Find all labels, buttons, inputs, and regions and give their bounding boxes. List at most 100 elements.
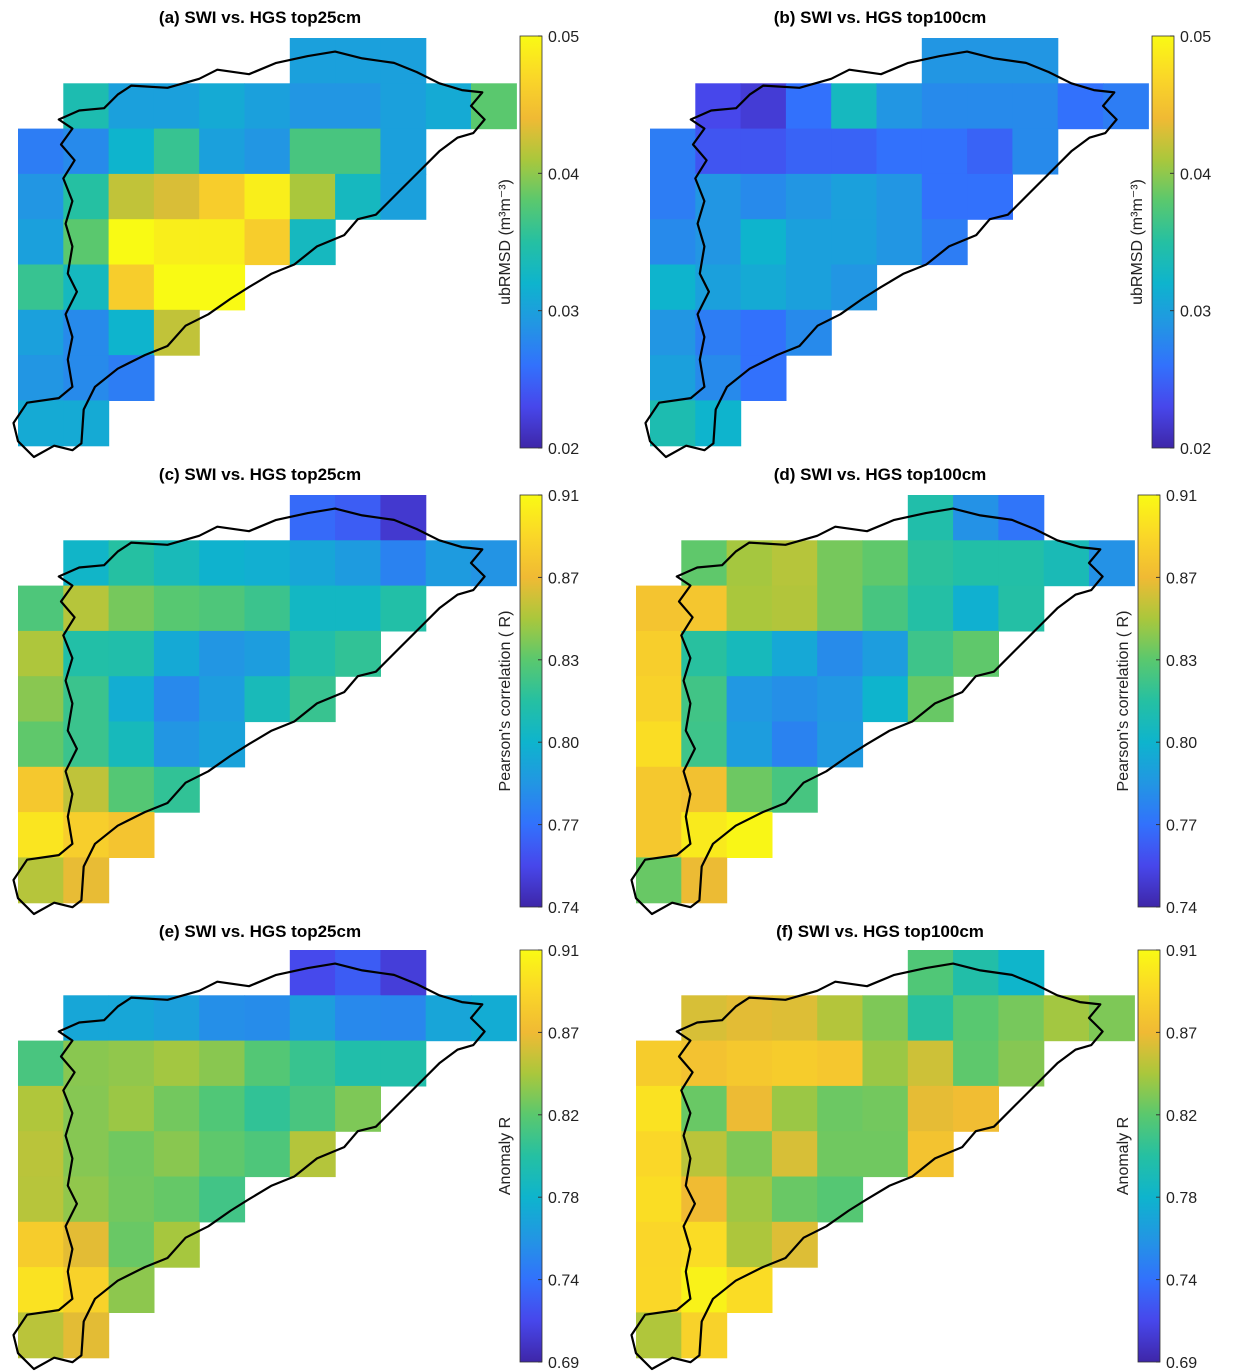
heatmap-cell (876, 219, 923, 266)
heatmap-cell (740, 173, 787, 220)
heatmap-cell (18, 400, 64, 447)
heatmap-cell (199, 585, 246, 632)
heatmap-cell (63, 995, 110, 1042)
heatmap-cell (244, 219, 291, 266)
basin-outline (12, 962, 486, 1371)
colorbar-tick-label: 0.04 (1180, 166, 1211, 183)
heatmap-cell (726, 676, 773, 723)
heatmap-cell (650, 264, 696, 311)
colorbar-tick-label: 0.87 (1166, 1025, 1197, 1042)
colorbar-label: ubRMSD (m³m⁻³) (1129, 179, 1146, 305)
panel-c: (c) SWI vs. HGS top25cm0.910.870.830.800… (12, 465, 579, 917)
heatmap-cell (153, 173, 200, 220)
heatmap-cell (862, 1040, 909, 1087)
colorbar: 0.91 0.87 0.83 0.80 0.77 0.74 Pearson's correl… (1115, 488, 1197, 917)
heatmap-cell (740, 264, 787, 311)
heatmap-cell (831, 83, 878, 130)
heatmap-cell (108, 1176, 155, 1223)
basin-outline (630, 507, 1104, 916)
heatmap-cell (289, 540, 336, 587)
heatmap-cell (199, 995, 246, 1042)
colorbar: 0.05 0.04 0.03 0.02 ubRMSD (m³m⁻³) (497, 29, 579, 458)
colorbar-label: Pearson's correlation ( R) (497, 611, 514, 792)
heatmap-cell (108, 995, 155, 1042)
colorbar-tick-label: 0.74 (1166, 900, 1197, 917)
heatmap-cell (335, 630, 381, 677)
heatmap-cell (681, 857, 728, 904)
colorbar-tick-label: 0.05 (1180, 29, 1211, 46)
heatmap-cell (650, 219, 696, 266)
heatmap-cell (771, 1176, 818, 1223)
heatmap-cell (18, 1221, 64, 1268)
heatmap-cell (636, 585, 682, 632)
colorbar-tick-label: 0.82 (1166, 1108, 1197, 1125)
heatmap-cell (771, 1131, 818, 1178)
heatmap-cell (998, 585, 1045, 632)
panel-f: (f) SWI vs. HGS top100cm 0.91 0.87 0.82 0.78… (630, 922, 1197, 1372)
heatmap-cell (153, 995, 200, 1042)
heatmap-cell (380, 585, 427, 632)
heatmap-cell (907, 950, 954, 996)
panel-d: (d) SWI vs. HGS top100cm 0.91 0.87 0.83 0.80… (630, 465, 1197, 917)
heatmap-cell (18, 264, 64, 311)
heatmap-cell (18, 1267, 64, 1313)
heatmap-cell (726, 1085, 773, 1132)
colorbar-tick-label: 0.78 (548, 1190, 579, 1207)
colorbar-tick-label: 0.87 (548, 1025, 579, 1042)
colorbar-scale (519, 494, 543, 908)
heatmap-cell (817, 1176, 864, 1223)
heatmap-cell (199, 173, 246, 220)
colorbar-tick-label: 0.04 (548, 166, 579, 183)
colorbar-tick-label: 0.74 (548, 900, 579, 917)
heatmap-cell (471, 540, 517, 587)
heatmap-cell (18, 585, 64, 632)
colorbar-tick-label: 0.80 (1166, 735, 1197, 752)
heatmap-cell (18, 1176, 64, 1223)
heatmap-cell (862, 540, 909, 587)
heatmap-cell (18, 766, 64, 813)
heatmap-cell (862, 1085, 909, 1132)
heatmap-cell (108, 676, 155, 723)
heatmap-cell (771, 1085, 818, 1132)
heatmap-cell (636, 1267, 682, 1313)
heatmap-cell (831, 173, 878, 220)
heatmap-cell (108, 128, 155, 175)
colorbar: 0.91 0.87 0.82 0.78 0.74 0.69 Anomaly R (497, 943, 579, 1372)
heatmap-cell (967, 128, 1013, 175)
heatmap-cell (650, 173, 696, 220)
heatmap-cell (726, 995, 773, 1042)
heatmap-cell (817, 540, 864, 587)
heatmap-cell (921, 83, 968, 130)
heatmap-cell (380, 128, 427, 175)
heatmap-cell (876, 173, 923, 220)
heatmap-cell (771, 540, 818, 587)
colorbar-scale (1137, 494, 1161, 908)
heatmap-cell (153, 128, 200, 175)
heatmap-cell (244, 995, 291, 1042)
heatmap-cell (636, 676, 682, 723)
heatmap-cell (380, 540, 427, 587)
heatmap-cell (785, 219, 832, 266)
heatmap-cell (862, 1131, 909, 1178)
heatmap-cell (650, 355, 696, 401)
heatmap-cell (726, 766, 773, 813)
panel-title: (e) SWI vs. HGS top25cm (159, 922, 361, 941)
heatmap-cell (636, 1040, 682, 1087)
colorbar-tick-label: 0.74 (548, 1273, 579, 1290)
panel-title: (b) SWI vs. HGS top100cm (774, 8, 987, 27)
heatmap-cell (817, 585, 864, 632)
heatmap-cell (108, 1040, 155, 1087)
heatmap-cell (771, 630, 818, 677)
colorbar: 0.91 0.87 0.82 0.78 0.74 0.69 Anomaly R (1115, 943, 1197, 1372)
heatmap-cell (953, 1040, 999, 1087)
heatmap-cell (199, 128, 246, 175)
heatmap-cells (636, 495, 1135, 904)
basin-outline (644, 50, 1118, 459)
heatmap-cell (636, 812, 682, 858)
panel-a: (a) SWI vs. HGS top25cm 0.05 0.04 0.03 0.02 u… (12, 8, 579, 459)
heatmap-cell (199, 630, 246, 677)
heatmap-cell (153, 676, 200, 723)
heatmap-cell (199, 264, 246, 311)
heatmap-cell (108, 766, 155, 813)
heatmap-cells (18, 38, 517, 447)
